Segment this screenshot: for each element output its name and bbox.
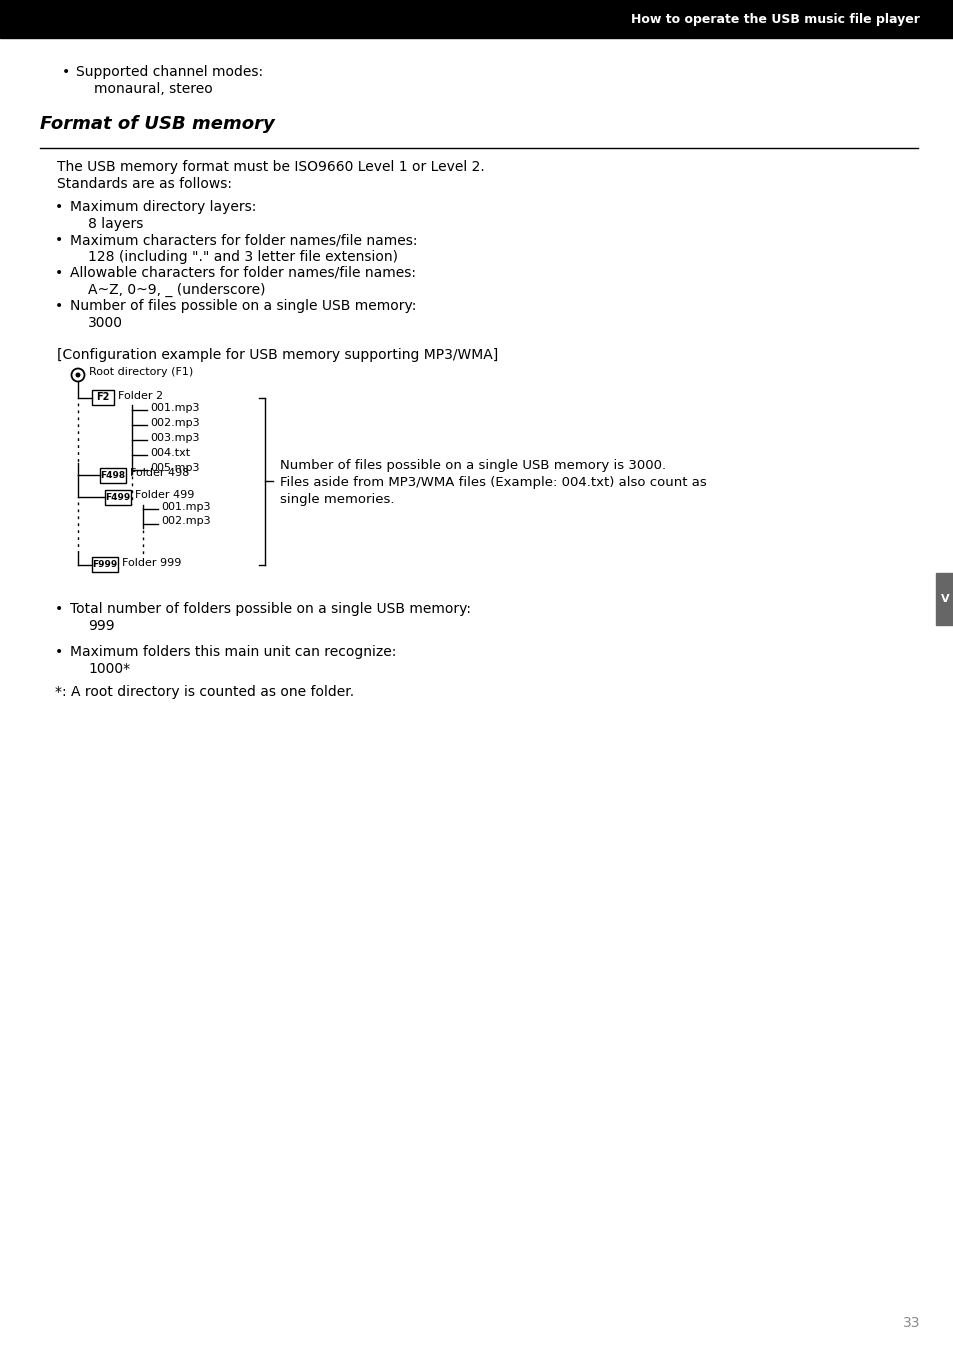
Text: 128 (including "." and 3 letter file extension): 128 (including "." and 3 letter file ext… — [88, 250, 397, 264]
Text: 002.mp3: 002.mp3 — [161, 516, 211, 526]
Text: Number of files possible on a single USB memory:: Number of files possible on a single USB… — [70, 299, 416, 314]
Text: Standards are as follows:: Standards are as follows: — [57, 177, 232, 191]
Text: Allowable characters for folder names/file names:: Allowable characters for folder names/fi… — [70, 266, 416, 280]
Text: 003.mp3: 003.mp3 — [150, 433, 199, 443]
Text: [Configuration example for USB memory supporting MP3/WMA]: [Configuration example for USB memory su… — [57, 347, 497, 362]
Text: 001.mp3: 001.mp3 — [150, 403, 199, 412]
Text: Folder 2: Folder 2 — [118, 391, 163, 402]
Text: •: • — [55, 266, 63, 280]
Text: 999: 999 — [88, 619, 114, 633]
Text: Folder 498: Folder 498 — [130, 469, 190, 479]
Text: 002.mp3: 002.mp3 — [150, 418, 199, 429]
Text: 8 layers: 8 layers — [88, 218, 143, 231]
Circle shape — [75, 373, 80, 377]
Text: Root directory (F1): Root directory (F1) — [89, 366, 193, 377]
Text: Number of files possible on a single USB memory is 3000.: Number of files possible on a single USB… — [280, 458, 665, 472]
Text: •: • — [55, 233, 63, 247]
Text: V: V — [940, 594, 948, 604]
Bar — [0, 0, 953, 38]
Text: •: • — [55, 299, 63, 314]
Text: F498: F498 — [100, 470, 126, 480]
Text: F2: F2 — [96, 392, 110, 403]
Text: 33: 33 — [902, 1315, 919, 1330]
Text: Supported channel modes:: Supported channel modes: — [76, 65, 263, 78]
Text: A~Z, 0~9, _ (underscore): A~Z, 0~9, _ (underscore) — [88, 283, 265, 297]
Text: Total number of folders possible on a single USB memory:: Total number of folders possible on a si… — [70, 602, 471, 617]
Text: F499: F499 — [105, 492, 131, 502]
Text: 1000*: 1000* — [88, 662, 130, 676]
Text: 3000: 3000 — [88, 316, 123, 330]
Text: Maximum directory layers:: Maximum directory layers: — [70, 200, 256, 214]
Text: •: • — [55, 602, 63, 617]
Text: monaural, stereo: monaural, stereo — [94, 82, 213, 96]
Bar — [105, 489, 131, 504]
Text: 004.txt: 004.txt — [150, 448, 190, 458]
Text: Folder 999: Folder 999 — [122, 558, 181, 568]
Bar — [91, 557, 118, 572]
Text: The USB memory format must be ISO9660 Level 1 or Level 2.: The USB memory format must be ISO9660 Le… — [57, 160, 484, 174]
Text: Maximum characters for folder names/file names:: Maximum characters for folder names/file… — [70, 233, 417, 247]
Text: How to operate the USB music file player: How to operate the USB music file player — [631, 12, 919, 26]
Text: single memories.: single memories. — [280, 493, 395, 506]
Bar — [935, 573, 953, 625]
Text: •: • — [55, 645, 63, 658]
Text: 005.mp3: 005.mp3 — [150, 462, 199, 473]
Text: 001.mp3: 001.mp3 — [161, 502, 211, 511]
Text: F999: F999 — [92, 560, 117, 569]
Bar — [100, 468, 126, 483]
Text: *: A root directory is counted as one folder.: *: A root directory is counted as one fo… — [55, 685, 354, 699]
Text: Format of USB memory: Format of USB memory — [40, 115, 274, 132]
Text: Maximum folders this main unit can recognize:: Maximum folders this main unit can recog… — [70, 645, 395, 658]
Text: Files aside from MP3/WMA files (Example: 004.txt) also count as: Files aside from MP3/WMA files (Example:… — [280, 476, 706, 489]
Text: Folder 499: Folder 499 — [135, 491, 194, 500]
Text: •: • — [62, 65, 71, 78]
Bar — [91, 389, 113, 406]
Text: •: • — [55, 200, 63, 214]
